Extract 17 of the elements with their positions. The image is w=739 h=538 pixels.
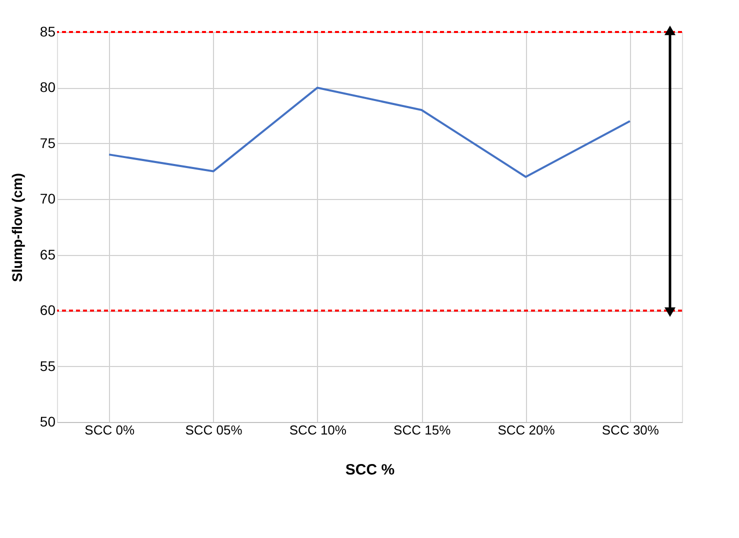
y-tick-label: 60 <box>40 302 56 318</box>
y-tick-label: 65 <box>40 246 56 262</box>
y-axis-title: Slump-flow (cm) <box>8 173 25 282</box>
x-tick-label: SCC 20% <box>498 422 556 438</box>
x-tick-label: SCC 10% <box>289 422 347 438</box>
x-tick-label: SCC 15% <box>394 422 452 438</box>
y-tick-label: 55 <box>40 358 56 374</box>
y-tick-label: 75 <box>40 134 56 151</box>
line-series <box>108 86 631 178</box>
x-tick-label: SCC 05% <box>185 422 243 438</box>
y-tick-label: 70 <box>40 190 56 207</box>
x-axis-title: SCC % <box>345 462 395 478</box>
x-tick-label: SCC 30% <box>602 422 660 438</box>
y-tick-label: 80 <box>40 79 56 96</box>
x-tick-label: SCC 0% <box>84 422 135 438</box>
y-tick-label: 50 <box>40 414 56 430</box>
y-tick-label: 85 <box>40 24 56 40</box>
